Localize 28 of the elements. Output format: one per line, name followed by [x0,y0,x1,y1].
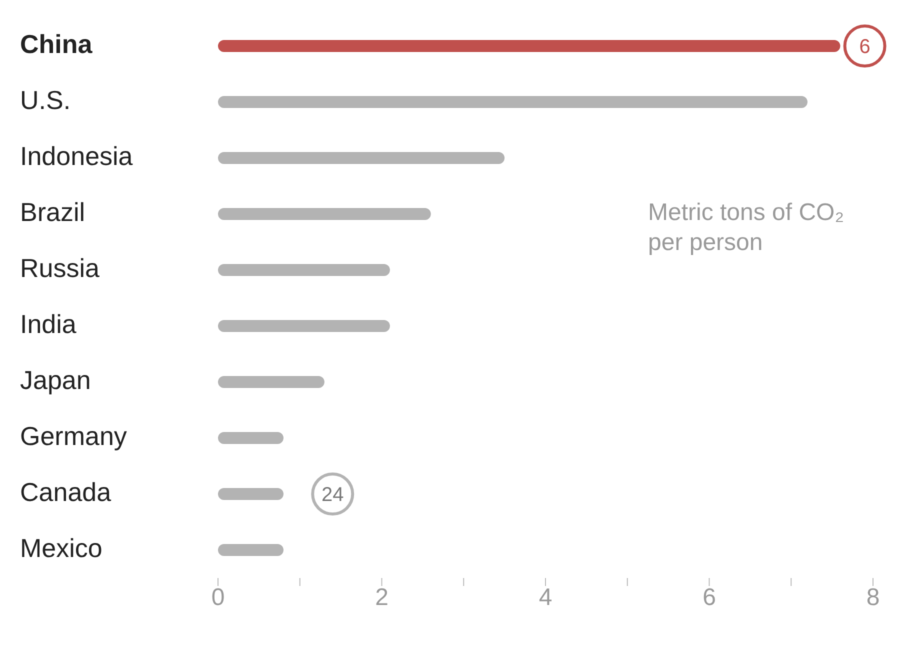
bar [218,152,505,164]
annotation: 6 [859,36,870,58]
bar [218,488,284,500]
annotation: Metric tons of CO₂ per person [648,198,846,258]
x-tick-label: 0 [211,584,225,612]
bar [218,208,431,220]
x-tick-label: 8 [866,584,880,612]
x-tick-label: 6 [702,584,716,612]
y-tick-label: Japan [20,365,91,395]
x-tick-label: 2 [375,584,388,612]
y-tick-label: Mexico [20,533,102,563]
bar [218,264,390,276]
bar [218,40,840,52]
y-tick-label: U.S. [20,85,71,115]
y-tick-label: India [20,309,77,339]
x-tick-label: 4 [538,584,552,612]
bar [218,376,324,388]
y-tick-label: Germany [20,421,127,451]
bar [218,544,284,556]
y-tick-label: Brazil [20,197,86,227]
y-tick-label: Indonesia [20,141,134,171]
annotation: 24 [322,484,344,506]
bar [218,320,390,332]
bar [218,432,284,444]
bar [218,96,808,108]
y-tick-label: Russia [20,253,100,283]
y-tick-label: Canada [20,477,112,507]
y-tick-label: China [20,29,93,59]
